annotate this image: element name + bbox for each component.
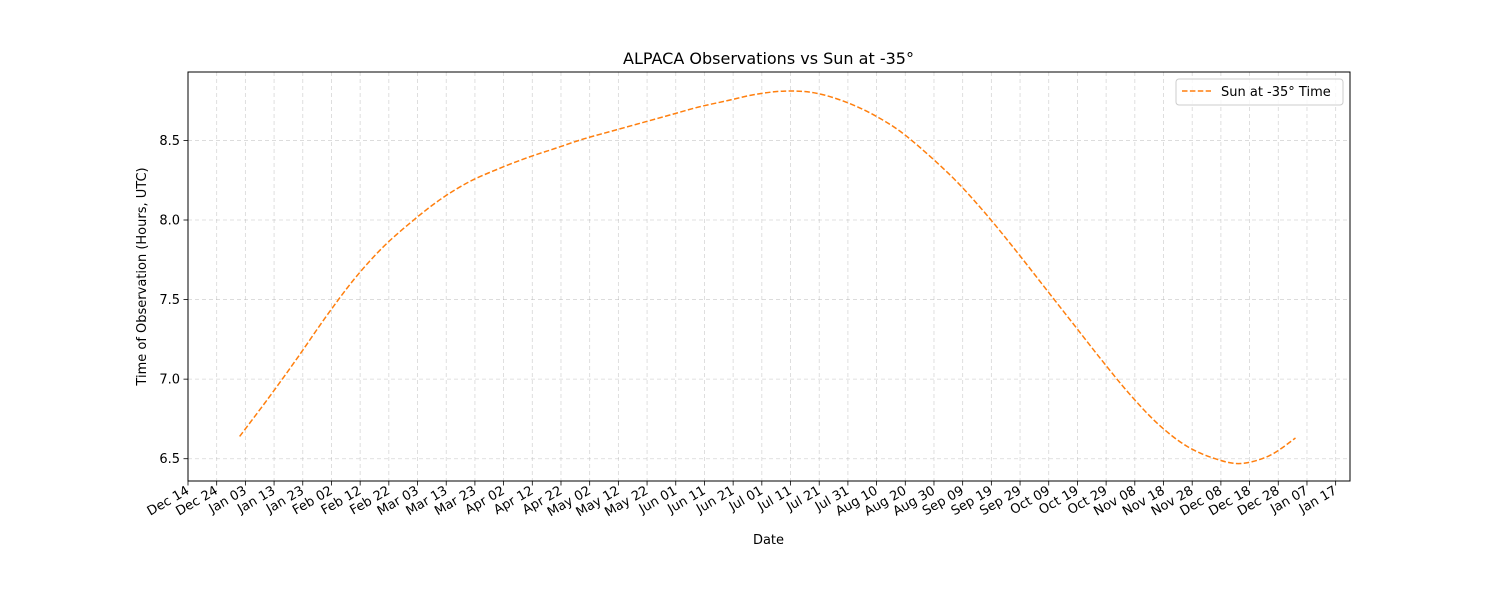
plot-frame bbox=[187, 71, 1351, 482]
x-axis-label: Date bbox=[753, 533, 784, 548]
legend-box bbox=[1175, 78, 1344, 106]
y-axis-ticks: 6.5 7.0 7.5 8.0 8.5 bbox=[159, 134, 188, 467]
y-tick-label: 8.5 bbox=[159, 134, 180, 149]
grid-lines bbox=[187, 72, 1350, 481]
y-tick-label: 8.0 bbox=[159, 214, 180, 229]
y-axis-label: Time of Observation (Hours, UTC) bbox=[135, 167, 150, 386]
plot-area bbox=[188, 72, 1350, 481]
series-layer bbox=[239, 90, 1296, 465]
legend: Sun at -35° Time bbox=[1175, 78, 1344, 106]
y-tick-label: 6.5 bbox=[159, 452, 180, 467]
y-tick-label: 7.0 bbox=[159, 373, 180, 388]
legend-label: Sun at -35° Time bbox=[1221, 85, 1331, 100]
series-line-sun-time bbox=[239, 90, 1296, 465]
y-tick-label: 7.5 bbox=[159, 293, 180, 308]
chart-title: ALPACA Observations vs Sun at -35° bbox=[623, 49, 914, 68]
